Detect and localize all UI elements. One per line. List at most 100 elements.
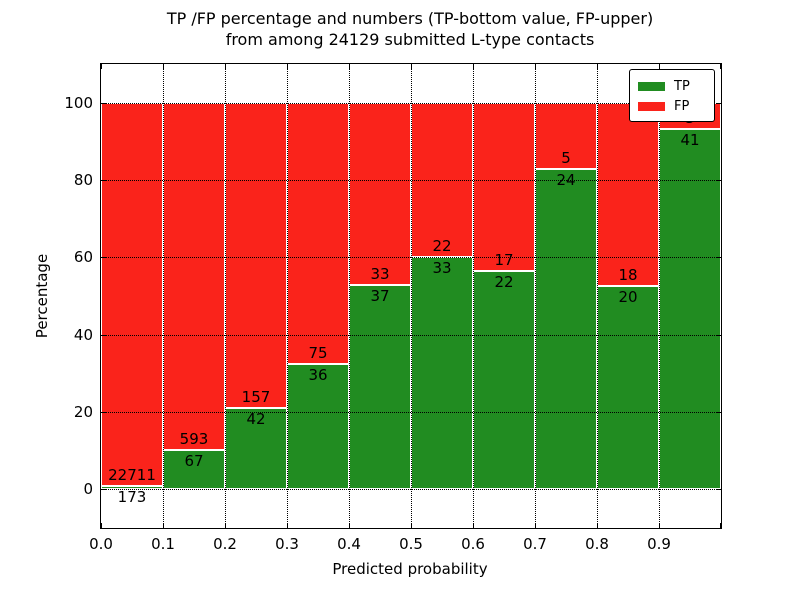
x-gridline: [349, 64, 350, 528]
bar-segment-fp: [349, 102, 411, 285]
y-tick-mark: [101, 180, 106, 181]
y-tick-label: 80: [73, 171, 93, 189]
plot-area: 22711 173 593 67 157 42 75 36 33 37 22 33 17 22 5 24 18 2…: [64, 63, 722, 553]
bar-segment-tp: [411, 257, 473, 490]
x-gridline: [163, 64, 164, 528]
bar-segment-fp: [287, 102, 349, 364]
y-tick-mark: [101, 102, 106, 104]
x-tick-mark: [163, 64, 164, 69]
x-tick-label: 0.1: [151, 535, 175, 553]
x-tick-mark: [597, 523, 598, 528]
bar-count-label-fp: 593: [179, 430, 209, 449]
y-tick-mark: [716, 180, 721, 181]
x-tick-mark: [720, 64, 721, 69]
x-gridline: [473, 64, 474, 528]
x-tick-mark: [225, 523, 226, 528]
plot-canvas: 22711 173 593 67 157 42 75 36 33 37 22 33 17 22 5 24 18 2…: [64, 64, 721, 553]
chart-title-line1: TP /FP percentage and numbers (TP-bottom…: [166, 9, 654, 28]
bar-count-label-tp: 33: [432, 259, 452, 278]
bar-segment-tp: [101, 486, 163, 490]
bar-segment-fp: [597, 102, 659, 286]
x-tick-label: 0.2: [213, 535, 237, 553]
y-tick-mark: [716, 257, 721, 259]
x-gridline: [535, 64, 536, 528]
x-axis-label: Predicted probability: [332, 560, 488, 578]
y-tick-label: 100: [64, 93, 93, 112]
bar-count-label-tp: 173: [117, 488, 147, 507]
chart-title-line2: from among 24129 submitted L-type contac…: [225, 30, 595, 49]
x-gridline: [411, 64, 412, 528]
x-tick-label: 0.5: [399, 535, 423, 553]
bar-count-label-tp: 67: [184, 452, 204, 471]
bar-segment-tp: [535, 169, 597, 490]
bar-segment-tp: [287, 363, 349, 490]
bar-count-label-tp: 22: [494, 273, 514, 292]
y-tick-label: 60: [73, 248, 93, 267]
x-tick-label: 0.4: [337, 535, 361, 553]
legend-label-tp: TP: [674, 78, 690, 94]
x-tick-label: 0.0: [89, 535, 113, 553]
x-tick-mark: [473, 64, 474, 69]
y-tick-label: 0: [83, 480, 93, 499]
y-tick-label: 20: [73, 403, 93, 421]
chart-title: TP /FP percentage and numbers (TP-bottom…: [100, 8, 720, 50]
legend-label-fp: FP: [674, 98, 690, 114]
x-tick-mark: [535, 523, 536, 528]
tp-swatch: [638, 81, 665, 91]
x-tick-mark: [101, 523, 102, 528]
bar-count-label-tp: 42: [246, 409, 266, 428]
bar-count-label-fp: 5: [561, 149, 571, 168]
bar-segment-fp: [101, 102, 163, 487]
bar-count-label-tp: 41: [680, 131, 700, 150]
bar-segment-tp: [597, 285, 659, 490]
y-tick-label: 40: [73, 325, 93, 344]
bar-segment-tp: [659, 129, 721, 490]
x-tick-mark: [659, 64, 660, 69]
x-tick-mark: [473, 523, 474, 528]
y-tick-mark: [101, 412, 106, 413]
bar-count-label-fp: 157: [241, 387, 271, 406]
y-tick-mark: [101, 489, 106, 491]
bar-count-label-tp: 20: [618, 287, 638, 306]
bar-count-label-fp: 18: [618, 265, 638, 284]
bar-segment-fp: [535, 102, 597, 170]
x-tick-mark: [659, 523, 660, 528]
y-tick-mark: [101, 257, 106, 259]
bar-segment-tp: [473, 271, 535, 490]
x-tick-mark: [535, 64, 536, 69]
bar-count-label-tp: 24: [556, 171, 576, 190]
x-tick-mark: [349, 523, 350, 528]
y-tick-mark: [716, 489, 721, 491]
fp-swatch: [638, 101, 665, 111]
bar-segment-tp: [349, 284, 411, 490]
y-tick-mark: [716, 412, 721, 413]
x-tick-label: 0.8: [585, 535, 609, 553]
bar-segment-fp: [473, 102, 535, 272]
x-tick-mark: [411, 523, 412, 528]
x-gridline: [287, 64, 288, 528]
bar-count-label-fp: 33: [370, 264, 390, 283]
y-tick-mark: [716, 102, 721, 104]
y-tick-mark: [101, 334, 106, 336]
bar-count-label-fp: 22711: [108, 466, 156, 485]
bar-count-label-fp: 22: [432, 237, 452, 256]
bar-segment-tp: [163, 450, 225, 490]
bar-count-label-tp: 37: [370, 286, 390, 305]
x-gridline: [659, 64, 660, 528]
x-tick-mark: [225, 64, 226, 69]
x-tick-mark: [597, 64, 598, 69]
bar-segment-fp: [163, 102, 225, 451]
x-tick-mark: [163, 523, 164, 528]
x-tick-mark: [720, 523, 721, 528]
bar-count-label-tp: 36: [308, 365, 328, 384]
x-tick-mark: [287, 64, 288, 69]
x-gridline: [225, 64, 226, 528]
x-tick-label: 0.6: [461, 535, 485, 553]
legend-item-fp: FP: [638, 96, 706, 116]
x-tick-mark: [349, 64, 350, 69]
bar-count-label-fp: 75: [308, 343, 328, 362]
x-tick-mark: [101, 64, 102, 69]
x-tick-mark: [287, 523, 288, 528]
x-tick-label: 0.7: [523, 535, 547, 553]
